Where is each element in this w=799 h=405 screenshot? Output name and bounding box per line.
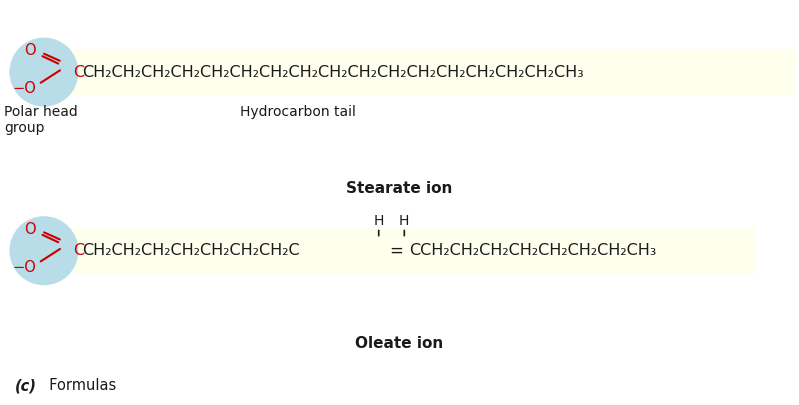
FancyBboxPatch shape	[72, 50, 795, 96]
Ellipse shape	[10, 38, 78, 107]
Ellipse shape	[10, 217, 78, 286]
Text: O: O	[25, 43, 36, 58]
Text: H: H	[374, 214, 384, 228]
Text: CH₂CH₂CH₂CH₂CH₂CH₂CH₂CH₂CH₂CH₂CH₂CH₂CH₂CH₂CH₂CH₂CH₃: CH₂CH₂CH₂CH₂CH₂CH₂CH₂CH₂CH₂CH₂CH₂CH₂CH₂C…	[82, 65, 584, 79]
Text: C: C	[74, 65, 85, 79]
FancyBboxPatch shape	[72, 228, 755, 275]
Text: H: H	[400, 214, 409, 228]
Text: Oleate ion: Oleate ion	[356, 335, 443, 350]
Text: −O: −O	[12, 81, 36, 96]
Text: (c): (c)	[14, 377, 36, 392]
Text: =: =	[389, 241, 403, 259]
Text: Formulas: Formulas	[40, 377, 116, 392]
Text: Stearate ion: Stearate ion	[346, 181, 453, 196]
Text: Hydrocarbon tail: Hydrocarbon tail	[240, 104, 356, 118]
Text: CCH₂CH₂CH₂CH₂CH₂CH₂CH₂CH₃: CCH₂CH₂CH₂CH₂CH₂CH₂CH₂CH₃	[409, 243, 657, 258]
Text: CH₂CH₂CH₂CH₂CH₂CH₂CH₂C: CH₂CH₂CH₂CH₂CH₂CH₂CH₂C	[82, 243, 300, 258]
Text: −O: −O	[12, 259, 36, 274]
Text: Polar head
group: Polar head group	[4, 104, 78, 134]
Text: C: C	[74, 243, 85, 258]
Text: O: O	[25, 222, 36, 236]
